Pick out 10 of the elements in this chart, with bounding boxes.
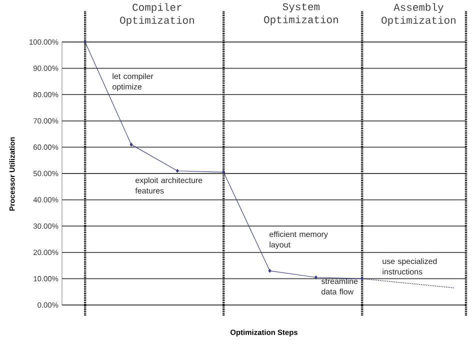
text: Compiler Optimization bbox=[120, 3, 194, 26]
point bbox=[176, 168, 179, 173]
point bbox=[268, 268, 272, 273]
point bbox=[130, 142, 133, 146]
point bbox=[360, 276, 364, 281]
point bbox=[84, 40, 87, 44]
text: Assembly Optimization bbox=[382, 3, 456, 26]
point bbox=[314, 275, 318, 280]
text: System Optimization bbox=[264, 3, 338, 26]
point bbox=[222, 170, 226, 174]
